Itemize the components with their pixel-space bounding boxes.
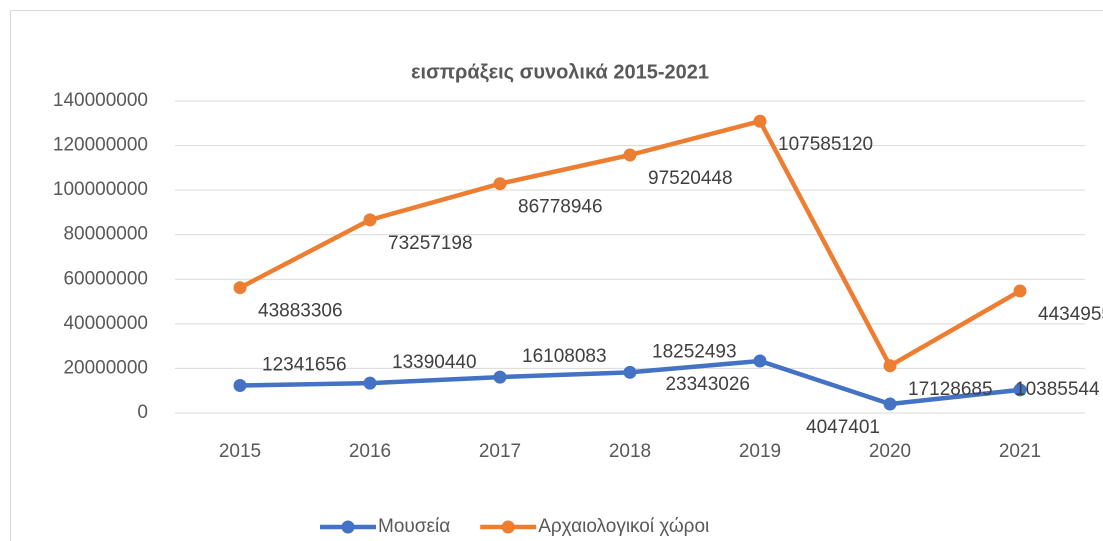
data-label: 18252493 xyxy=(652,341,737,362)
y-tick-label: 20000000 xyxy=(63,357,148,378)
x-tick-label: 2021 xyxy=(999,441,1041,462)
point xyxy=(233,378,247,392)
data-label: 17128685 xyxy=(908,379,993,400)
point xyxy=(493,177,507,191)
chart-title: εισπράξεις συνολικά 2015-2021 xyxy=(411,61,709,83)
x-tick-label: 2017 xyxy=(479,441,521,462)
point xyxy=(753,114,767,128)
point xyxy=(883,397,897,411)
data-label: 97520448 xyxy=(648,168,733,189)
point xyxy=(623,365,637,379)
point xyxy=(1013,383,1027,397)
point xyxy=(623,148,637,162)
point xyxy=(363,376,377,390)
x-tick-label: 2015 xyxy=(219,441,261,462)
legend-label: Αρχαιολογικοί χώροι xyxy=(538,516,709,537)
x-tick-label: 2019 xyxy=(739,441,781,462)
point xyxy=(753,354,767,368)
y-tick-label: 140000000 xyxy=(53,90,148,111)
legend-label: Μουσεία xyxy=(378,516,450,537)
x-tick-label: 2018 xyxy=(609,441,651,462)
data-label: 23343026 xyxy=(665,374,750,395)
y-tick-label: 100000000 xyxy=(53,179,148,200)
legend-marker xyxy=(501,520,515,534)
data-label: 10385544 xyxy=(1015,379,1100,400)
legend-marker xyxy=(341,520,355,534)
data-label: 16108083 xyxy=(522,346,607,367)
chart-border xyxy=(10,10,1103,541)
y-tick-label: 40000000 xyxy=(63,313,148,334)
data-label: 43883306 xyxy=(258,301,343,322)
data-label: 44349550 xyxy=(1038,304,1103,325)
y-tick-label: 120000000 xyxy=(53,135,148,156)
data-label: 4047401 xyxy=(806,417,880,438)
data-label: 86778946 xyxy=(518,197,603,218)
x-tick-label: 2016 xyxy=(349,441,391,462)
y-tick-label: 60000000 xyxy=(63,268,148,289)
y-tick-label: 0 xyxy=(137,402,148,423)
data-label: 13390440 xyxy=(392,352,477,373)
point xyxy=(233,281,247,295)
data-label: 73257198 xyxy=(388,233,473,254)
y-tick-label: 80000000 xyxy=(63,224,148,245)
point xyxy=(493,370,507,384)
data-label: 12341656 xyxy=(262,355,347,376)
point xyxy=(883,359,897,373)
point xyxy=(363,213,377,227)
x-tick-label: 2020 xyxy=(869,441,911,462)
point xyxy=(1013,284,1027,298)
data-label: 107585120 xyxy=(778,134,873,155)
